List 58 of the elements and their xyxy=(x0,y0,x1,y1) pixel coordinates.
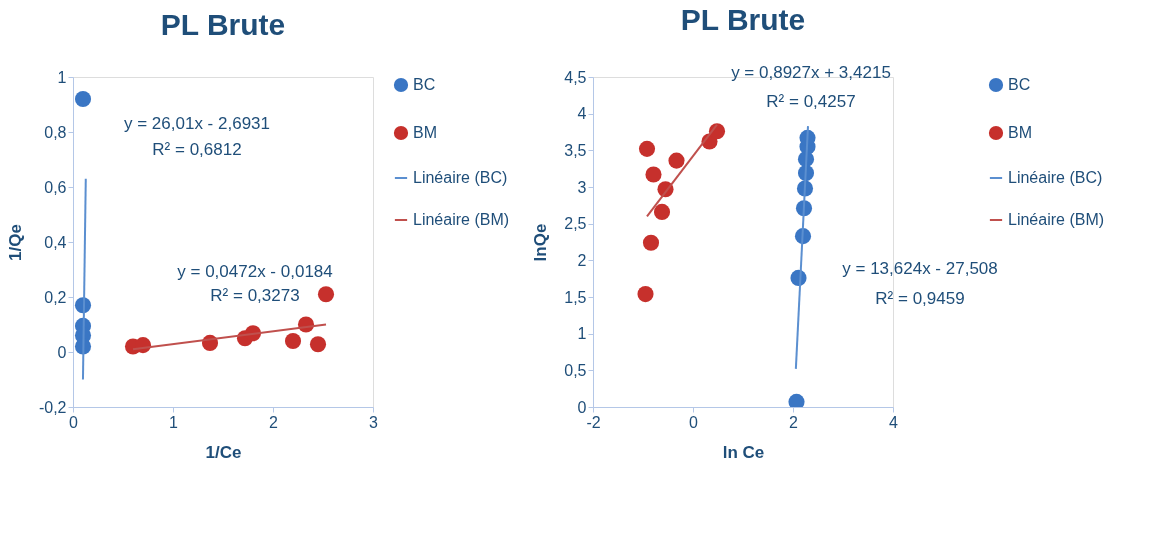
y-tick-label: 0,5 xyxy=(564,361,587,379)
legend-label: BM xyxy=(1008,124,1032,141)
y-tick-label: 2,5 xyxy=(564,215,587,233)
x-tick-label: 1 xyxy=(169,413,179,431)
x-axis-title: ln Ce xyxy=(722,442,765,462)
y-tick-label: 0,2 xyxy=(44,288,67,306)
annotation: y = 13,624x - 27,508 xyxy=(842,259,998,278)
y-tick-label: 3 xyxy=(577,178,587,196)
annotation: R² = 0,3273 xyxy=(210,286,300,305)
point xyxy=(309,336,327,353)
y-tick-label: 0,6 xyxy=(44,178,67,196)
point xyxy=(645,166,662,183)
x-tick-label: 2 xyxy=(269,413,279,431)
chart-title: PL Brute xyxy=(160,8,286,41)
y-axis-title: 1/Qe xyxy=(5,224,25,261)
y-tick-label: 4 xyxy=(577,105,587,123)
y-tick-label: 2 xyxy=(577,251,587,269)
y-tick-label: 0 xyxy=(57,343,67,361)
legend-label: BM xyxy=(413,124,437,141)
annotation: R² = 0,6812 xyxy=(152,140,242,159)
legend-label: Linéaire (BM) xyxy=(1008,211,1105,228)
point xyxy=(653,203,671,220)
x-tick-label: 4 xyxy=(889,413,899,431)
legend-label: Linéaire (BM) xyxy=(413,211,510,228)
annotation: y = 26,01x - 2,6931 xyxy=(123,114,271,133)
y-tick-label: -0,2 xyxy=(38,398,67,416)
x-tick-label: 0 xyxy=(69,413,79,431)
point xyxy=(788,393,805,407)
x-axis-title: 1/Ce xyxy=(205,442,242,462)
y-tick-label: 1 xyxy=(577,325,587,343)
x-tick-label: 2 xyxy=(789,413,799,431)
y-tick-label: 0,4 xyxy=(44,233,67,251)
y-axis-title: lnQe xyxy=(531,223,551,262)
x-tick-label: -2 xyxy=(586,413,601,431)
legend-label: Linéaire (BC) xyxy=(1008,169,1103,186)
point xyxy=(74,90,92,108)
point xyxy=(637,286,654,303)
point xyxy=(317,286,335,303)
point xyxy=(642,234,660,251)
point xyxy=(668,152,685,169)
annotation: R² = 0,9459 xyxy=(875,289,965,308)
x-tick-label: 0 xyxy=(689,413,699,431)
chart-title: PL Brute xyxy=(680,3,806,36)
annotation: R² = 0,4257 xyxy=(766,92,856,111)
y-tick-label: 0 xyxy=(577,398,587,416)
y-tick-label: 1,5 xyxy=(564,288,587,306)
x-tick-label: 3 xyxy=(369,413,379,431)
y-tick-label: 1 xyxy=(57,68,67,86)
legend-label: BC xyxy=(1008,76,1031,93)
legend-label: BC xyxy=(413,76,436,93)
y-tick-label: 4,5 xyxy=(564,68,587,86)
annotation: y = 0,0472x - 0,0184 xyxy=(177,262,333,281)
legend-label: Linéaire (BC) xyxy=(413,169,508,186)
point xyxy=(284,332,302,350)
annotation: y = 0,8927x + 3,4215 xyxy=(731,63,891,82)
point xyxy=(638,140,656,157)
y-tick-label: 0,8 xyxy=(44,123,67,141)
y-tick-label: 3,5 xyxy=(564,141,587,159)
